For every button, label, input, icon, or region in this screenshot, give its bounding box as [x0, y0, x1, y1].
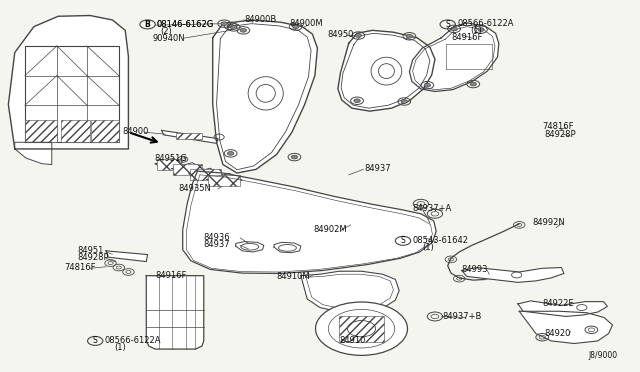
Circle shape — [221, 22, 227, 26]
Text: 08566-6122A: 08566-6122A — [458, 19, 515, 28]
Polygon shape — [301, 271, 399, 313]
Polygon shape — [172, 163, 204, 175]
Circle shape — [291, 155, 298, 159]
Bar — [339, 316, 384, 341]
Text: 84900: 84900 — [122, 126, 148, 136]
Polygon shape — [182, 171, 436, 273]
Circle shape — [240, 29, 246, 32]
Polygon shape — [162, 131, 218, 143]
Text: J8/9000: J8/9000 — [588, 351, 618, 360]
Text: 84900M: 84900M — [289, 19, 323, 28]
Circle shape — [227, 151, 234, 155]
Bar — [190, 169, 221, 180]
Circle shape — [227, 24, 234, 28]
Polygon shape — [8, 16, 129, 149]
Polygon shape — [518, 301, 607, 317]
Bar — [61, 120, 90, 142]
Polygon shape — [156, 158, 182, 170]
Text: S: S — [445, 20, 450, 29]
Bar — [157, 159, 181, 170]
Text: 74816F: 74816F — [542, 122, 573, 131]
Circle shape — [424, 83, 431, 87]
Text: 84951: 84951 — [77, 246, 104, 255]
Bar — [25, 120, 57, 142]
Text: 84900B: 84900B — [244, 15, 277, 24]
Text: 08146-6162G: 08146-6162G — [157, 20, 214, 29]
Text: 08566-6122A: 08566-6122A — [104, 336, 161, 346]
Text: (1): (1) — [470, 26, 482, 35]
Text: 84902M: 84902M — [314, 225, 348, 234]
Text: 08543-61642: 08543-61642 — [413, 236, 468, 246]
Circle shape — [230, 26, 237, 29]
Circle shape — [292, 25, 299, 29]
Polygon shape — [106, 251, 148, 262]
Text: S: S — [93, 336, 97, 346]
Circle shape — [406, 35, 413, 38]
Text: 84910M: 84910M — [276, 272, 310, 281]
Text: 84951G: 84951G — [154, 154, 187, 163]
Text: 84937+A: 84937+A — [413, 205, 452, 214]
Text: 84922E: 84922E — [542, 299, 574, 308]
Text: 84916F: 84916F — [451, 33, 483, 42]
Text: 84936: 84936 — [204, 232, 230, 242]
Circle shape — [477, 28, 484, 32]
Text: 84992N: 84992N — [532, 218, 564, 227]
Polygon shape — [15, 142, 52, 164]
Text: 84937+B: 84937+B — [443, 312, 482, 321]
Text: (1): (1) — [422, 243, 434, 251]
Circle shape — [354, 99, 360, 103]
Polygon shape — [147, 276, 204, 349]
Bar — [208, 175, 240, 186]
Text: (2): (2) — [161, 26, 172, 36]
Text: 84993: 84993 — [462, 265, 488, 274]
Text: 84928P: 84928P — [77, 253, 109, 262]
Polygon shape — [274, 242, 301, 253]
Bar — [176, 133, 202, 138]
Text: 74816F: 74816F — [65, 263, 96, 272]
Circle shape — [355, 34, 362, 37]
Bar — [92, 120, 119, 142]
Text: 84935N: 84935N — [178, 185, 211, 193]
Circle shape — [401, 100, 408, 103]
Text: 90940N: 90940N — [153, 33, 186, 43]
Polygon shape — [462, 267, 564, 282]
Polygon shape — [519, 311, 612, 343]
Polygon shape — [207, 173, 242, 186]
Text: 84937: 84937 — [365, 164, 391, 173]
Polygon shape — [189, 168, 223, 180]
Polygon shape — [212, 20, 317, 173]
Text: (1): (1) — [115, 343, 126, 352]
Circle shape — [316, 302, 408, 355]
Text: 84928P: 84928P — [545, 130, 577, 140]
Text: S: S — [401, 236, 405, 246]
Text: 08146-6162G: 08146-6162G — [157, 20, 214, 29]
Text: 84920: 84920 — [545, 329, 571, 338]
Bar — [173, 164, 202, 175]
Polygon shape — [236, 241, 264, 252]
Text: 84937: 84937 — [204, 240, 230, 249]
Text: 84950: 84950 — [328, 29, 354, 39]
Polygon shape — [410, 23, 499, 92]
Polygon shape — [338, 31, 435, 111]
Circle shape — [470, 82, 476, 86]
Circle shape — [451, 27, 458, 31]
Text: 84910: 84910 — [339, 336, 365, 346]
Text: B: B — [145, 20, 150, 29]
Text: 84916F: 84916F — [156, 271, 187, 280]
